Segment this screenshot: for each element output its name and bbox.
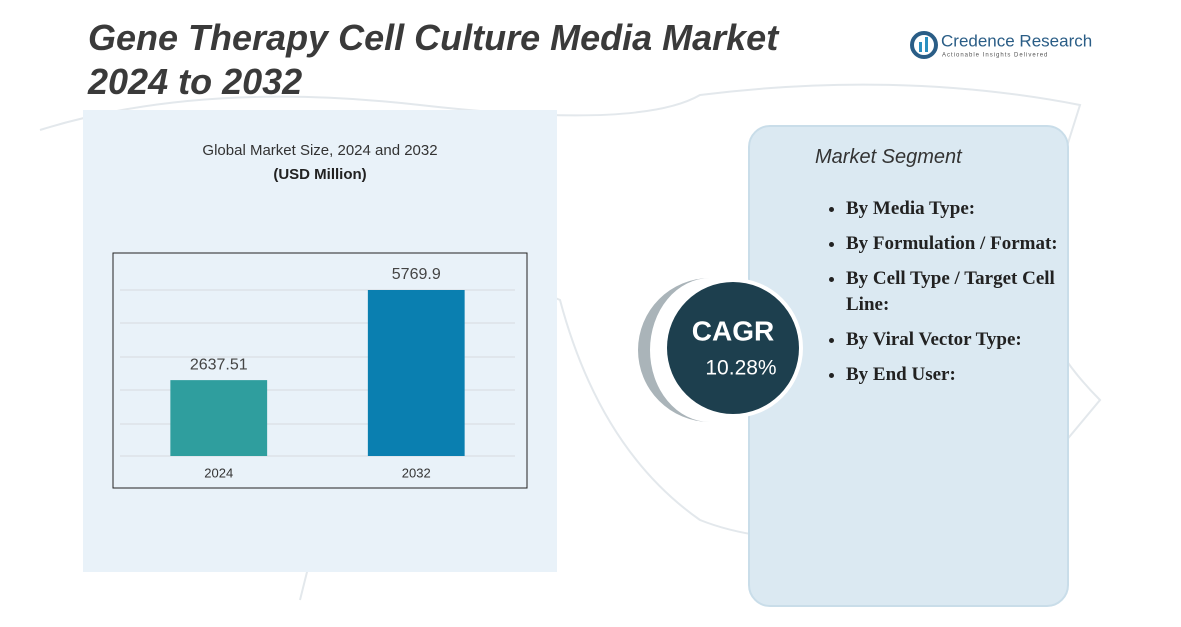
title-line: Gene Therapy Cell Culture Media Market (88, 17, 779, 58)
segment-item: By Cell Type / Target Cell Line: (846, 266, 1066, 318)
logo-tagline: Actionable Insights Delivered (942, 53, 1048, 59)
logo: Credence Research Actionable Insights De… (910, 31, 1092, 59)
data-label: 2637.51 (190, 356, 248, 373)
badge-shadow (638, 278, 710, 422)
segment-item: By Media Type: (846, 196, 1066, 222)
logo-icon (910, 31, 938, 59)
title-line: 2024 to 2032 (88, 61, 303, 102)
bar (367, 290, 465, 456)
title: Gene Therapy Cell Culture Media Market 2… (88, 16, 778, 104)
segment-item: By Viral Vector Type: (846, 327, 1066, 353)
cagr-label: CAGR (692, 315, 774, 346)
x-tick-label: 2024 (204, 465, 233, 480)
data-label: 5769.9 (392, 266, 441, 283)
segment-list: By Media Type: By Formulation / Format: By… (808, 196, 1066, 397)
logo-icon (919, 42, 922, 52)
chart-title: Global Market Size, 2024 and 2032 (202, 142, 437, 159)
segment-item: By End User: (846, 362, 1066, 388)
cagr-value: 10.28% (705, 357, 776, 380)
segment-item: By Formulation / Format: (846, 231, 1066, 257)
chart: Global Market Size, 2024 and 2032 (USD M… (112, 142, 528, 489)
logo-name: Credence Research (941, 31, 1092, 50)
badge-circle (667, 282, 799, 414)
x-tick-label: 2032 (402, 465, 431, 480)
cagr-badge: CAGR 10.28% (638, 278, 803, 422)
chart-frame (112, 252, 528, 489)
logo-icon (925, 37, 928, 52)
segment-heading: Market Segment (815, 146, 962, 168)
chart-panel (83, 110, 557, 572)
bar (170, 380, 268, 456)
chart-subtitle: (USD Million) (273, 166, 366, 183)
segment-panel (748, 125, 1069, 607)
